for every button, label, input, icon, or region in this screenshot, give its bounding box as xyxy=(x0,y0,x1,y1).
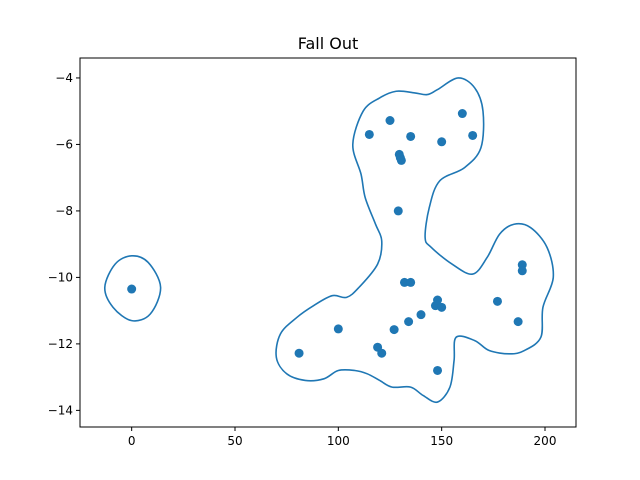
data-point-13 xyxy=(404,317,414,327)
data-point-14 xyxy=(406,277,416,287)
y-tick-label: −10 xyxy=(48,270,73,284)
data-point-6 xyxy=(385,116,395,125)
x-tick-label: 50 xyxy=(227,434,242,448)
contour-line-1 xyxy=(275,77,555,404)
y-tick-label: −4 xyxy=(55,71,73,85)
x-tick-label: 100 xyxy=(327,434,350,448)
data-point-11 xyxy=(396,155,406,165)
data-point-3 xyxy=(364,129,374,139)
data-point-8 xyxy=(393,206,403,216)
data-point-2 xyxy=(333,324,343,334)
plot-area xyxy=(103,77,555,404)
data-point-23 xyxy=(468,130,478,140)
data-point-19 xyxy=(433,365,443,375)
data-point-7 xyxy=(389,325,399,335)
axes-frame xyxy=(79,57,577,428)
y-tick-label: −8 xyxy=(55,204,73,218)
x-tick-label: 200 xyxy=(534,434,557,448)
data-point-5 xyxy=(377,348,387,358)
chart-title: Fall Out xyxy=(298,34,359,53)
x-tick-label: 0 xyxy=(128,434,136,448)
data-point-12 xyxy=(399,277,409,287)
x-tick-label: 150 xyxy=(430,434,453,448)
data-point-1 xyxy=(294,348,304,358)
data-point-27 xyxy=(517,266,527,276)
data-point-0 xyxy=(127,284,137,294)
y-tick-label: −12 xyxy=(48,337,73,351)
y-tick-label: −6 xyxy=(55,137,73,151)
data-point-20 xyxy=(437,302,447,312)
data-point-15 xyxy=(406,131,416,141)
data-point-25 xyxy=(513,317,523,327)
data-point-18 xyxy=(433,295,443,305)
data-point-22 xyxy=(457,109,467,119)
contour-line-0 xyxy=(103,254,162,322)
axis-ticks: 0 50 100 150 200 −4 −6 −8 −10 −12 −14 xyxy=(48,71,557,448)
data-point-16 xyxy=(416,310,426,320)
data-point-24 xyxy=(492,296,502,306)
data-point-21 xyxy=(437,137,447,147)
y-tick-label: −14 xyxy=(48,403,73,417)
